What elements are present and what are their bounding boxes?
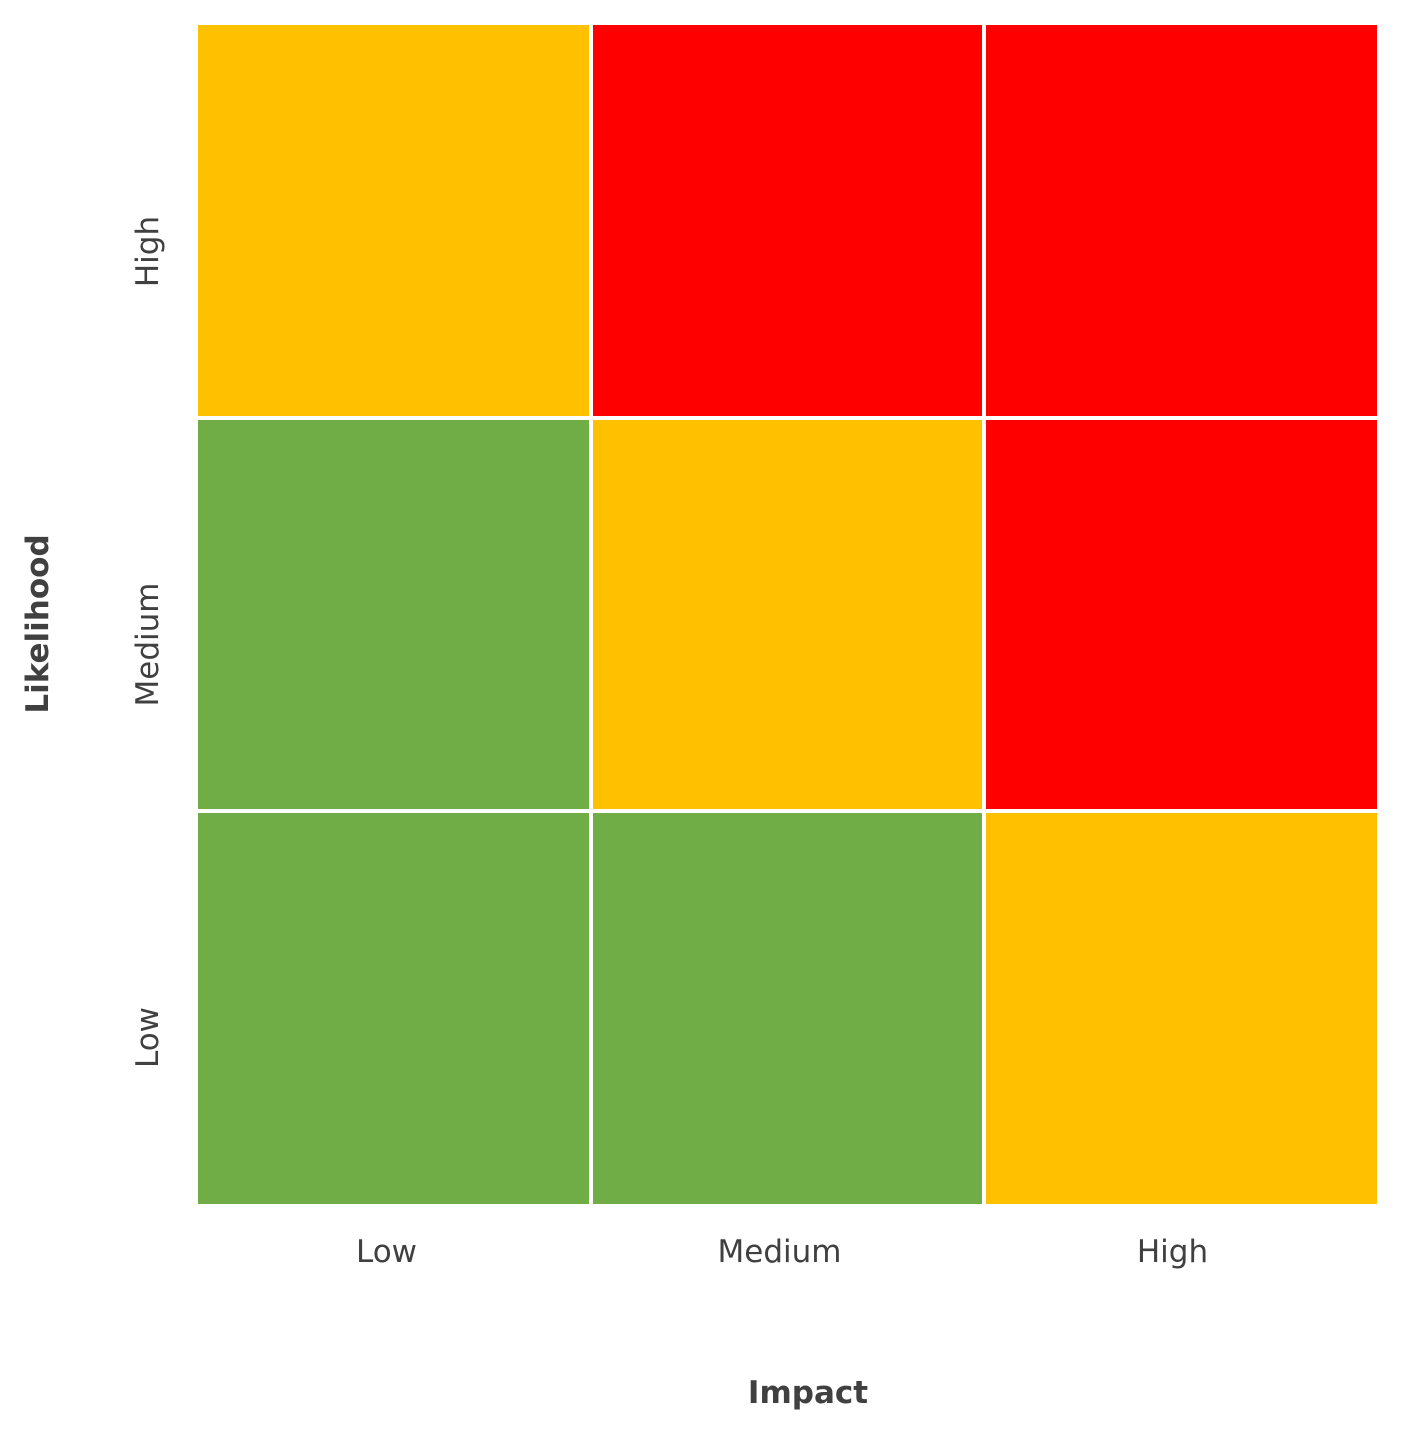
heatmap-cell-high-medium [593, 25, 982, 416]
x-axis-title: Impact [748, 1375, 868, 1411]
x-tick-label-low: Low [356, 1234, 417, 1270]
heatmap-cell-low-high [986, 813, 1377, 1204]
x-tick-label-high: High [1137, 1234, 1208, 1270]
x-tick-label-medium: Medium [718, 1234, 842, 1270]
heatmap-cell-high-low [198, 25, 589, 416]
y-tick-label-high: High [130, 216, 166, 287]
heatmap-cell-low-low [198, 813, 589, 1204]
heatmap-cell-low-medium [593, 813, 982, 1204]
y-tick-label-medium: Medium [130, 583, 166, 707]
y-tick-label-low: Low [130, 1007, 166, 1068]
y-axis-title: Likelihood [20, 534, 56, 713]
heatmap-cell-medium-high [986, 420, 1377, 809]
y-axis-tick-labels: Low Medium High [130, 216, 166, 1068]
heatmap-cell-high-high [986, 25, 1377, 416]
heatmap-cell-medium-low [198, 420, 589, 809]
heatmap-cells [198, 25, 1377, 1204]
heatmap-cell-medium-medium [593, 420, 982, 809]
x-axis-tick-labels: Low Medium High [356, 1234, 1208, 1270]
